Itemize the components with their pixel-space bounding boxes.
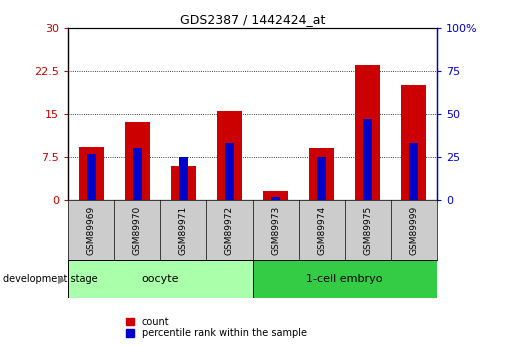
Bar <box>252 260 437 298</box>
Bar <box>410 143 418 200</box>
Text: GSM89969: GSM89969 <box>87 206 96 255</box>
Text: GSM89971: GSM89971 <box>179 206 188 255</box>
Bar <box>171 166 196 200</box>
Bar <box>355 65 380 200</box>
Bar <box>87 154 95 200</box>
Text: GSM89970: GSM89970 <box>133 206 142 255</box>
Text: GSM89974: GSM89974 <box>317 206 326 255</box>
Title: GDS2387 / 1442424_at: GDS2387 / 1442424_at <box>180 13 325 27</box>
Text: GSM89973: GSM89973 <box>271 206 280 255</box>
Bar <box>217 111 242 200</box>
Text: GSM89972: GSM89972 <box>225 206 234 255</box>
Text: GSM89999: GSM89999 <box>409 206 418 255</box>
Bar <box>317 157 326 200</box>
Text: GSM89975: GSM89975 <box>363 206 372 255</box>
Text: ▶: ▶ <box>58 275 66 284</box>
Bar <box>179 157 188 200</box>
Bar <box>68 260 252 298</box>
Bar <box>271 197 280 200</box>
Bar <box>125 122 150 200</box>
Bar <box>363 119 372 200</box>
Text: development stage: development stage <box>3 275 97 284</box>
Text: 1-cell embryo: 1-cell embryo <box>307 275 383 284</box>
Bar <box>79 147 104 200</box>
Bar <box>133 148 142 200</box>
Bar <box>309 148 334 200</box>
Bar <box>401 85 426 200</box>
Bar <box>263 191 288 200</box>
Legend: count, percentile rank within the sample: count, percentile rank within the sample <box>126 317 307 338</box>
Text: oocyte: oocyte <box>141 275 179 284</box>
Bar <box>225 143 234 200</box>
